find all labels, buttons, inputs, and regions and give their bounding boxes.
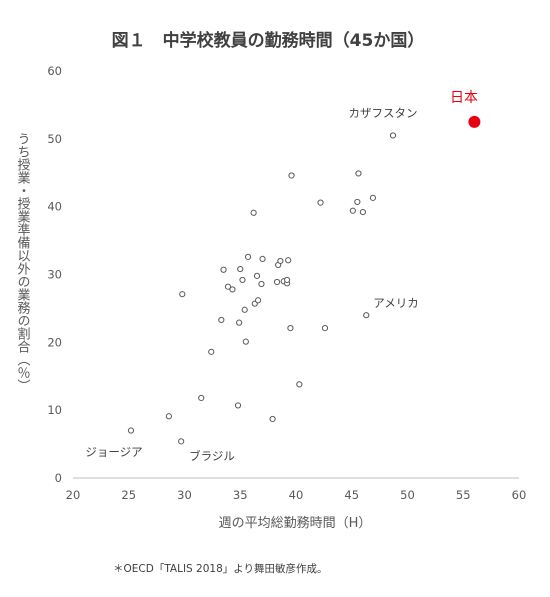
y-tick-label: 10 <box>47 403 62 417</box>
data-point <box>287 324 294 332</box>
data-point <box>127 427 135 434</box>
data-point <box>259 255 266 262</box>
data-point <box>218 316 225 324</box>
highlight-point <box>468 115 481 128</box>
x-tick-label: 50 <box>400 488 415 502</box>
data-point <box>208 348 215 355</box>
data-point <box>273 278 281 286</box>
data-point <box>234 402 242 409</box>
data-point <box>239 276 246 284</box>
x-tick-label: 25 <box>121 488 136 502</box>
data-point <box>359 208 366 216</box>
data-point <box>224 283 232 290</box>
data-point <box>269 415 276 423</box>
annotation-georgia: ジョージア <box>85 445 142 459</box>
data-point <box>369 194 377 201</box>
data-point <box>258 280 265 288</box>
y-axis-title: うち授業・授業準備以外の業務の割合（％） <box>15 132 31 392</box>
data-point <box>179 291 186 298</box>
y-tick-label: 50 <box>47 132 62 146</box>
annotation-brazil: ブラジル <box>189 449 235 463</box>
data-point <box>220 266 227 273</box>
annotation-kazakhstan: カザフスタン <box>349 106 418 120</box>
annotation-japan: 日本 <box>450 90 478 106</box>
annotation-usa: アメリカ <box>373 296 418 310</box>
data-point <box>165 413 172 420</box>
data-point <box>354 198 361 206</box>
data-point <box>283 276 291 284</box>
x-tick-label: 35 <box>233 488 248 502</box>
data-point <box>321 324 329 332</box>
data-point <box>253 272 261 279</box>
footnote: ＊OECD「TALIS 2018」より舞田敏彦作成。 <box>113 563 328 575</box>
data-point <box>244 253 252 260</box>
y-axis-ticks: 0 10 20 30 40 50 60 <box>47 64 62 485</box>
data-point <box>317 199 324 206</box>
x-axis-title: 週の平均総勤務時間（H） <box>219 516 372 531</box>
x-axis-ticks: 20 25 30 35 40 45 50 55 60 <box>66 488 527 502</box>
data-point <box>363 312 370 319</box>
data-point <box>241 306 248 313</box>
data-point <box>250 209 257 216</box>
x-tick-label: 55 <box>456 488 471 502</box>
data-point <box>178 438 185 445</box>
data-point <box>277 257 284 265</box>
chart-title: 図１ 中学校教員の勤務時間（45か国） <box>112 30 425 51</box>
data-point <box>288 172 295 179</box>
data-point <box>349 207 356 214</box>
data-point <box>285 257 292 264</box>
data-point <box>198 394 205 402</box>
x-tick-label: 60 <box>512 488 527 502</box>
data-point <box>389 132 397 139</box>
x-tick-label: 30 <box>177 488 192 502</box>
data-point <box>242 338 249 345</box>
x-tick-label: 20 <box>66 488 81 502</box>
data-point <box>237 265 244 273</box>
y-tick-label: 20 <box>47 335 62 349</box>
data-point <box>296 381 303 388</box>
x-tick-label: 40 <box>289 488 304 502</box>
data-point <box>355 170 362 177</box>
data-point <box>254 297 262 304</box>
data-point <box>236 319 243 326</box>
y-tick-label: 60 <box>47 64 62 78</box>
y-tick-label: 40 <box>47 200 62 214</box>
data-point <box>229 286 236 293</box>
data-points <box>127 115 481 445</box>
y-tick-label: 30 <box>47 268 62 282</box>
y-tick-label: 0 <box>55 471 62 485</box>
x-tick-label: 45 <box>344 488 359 502</box>
